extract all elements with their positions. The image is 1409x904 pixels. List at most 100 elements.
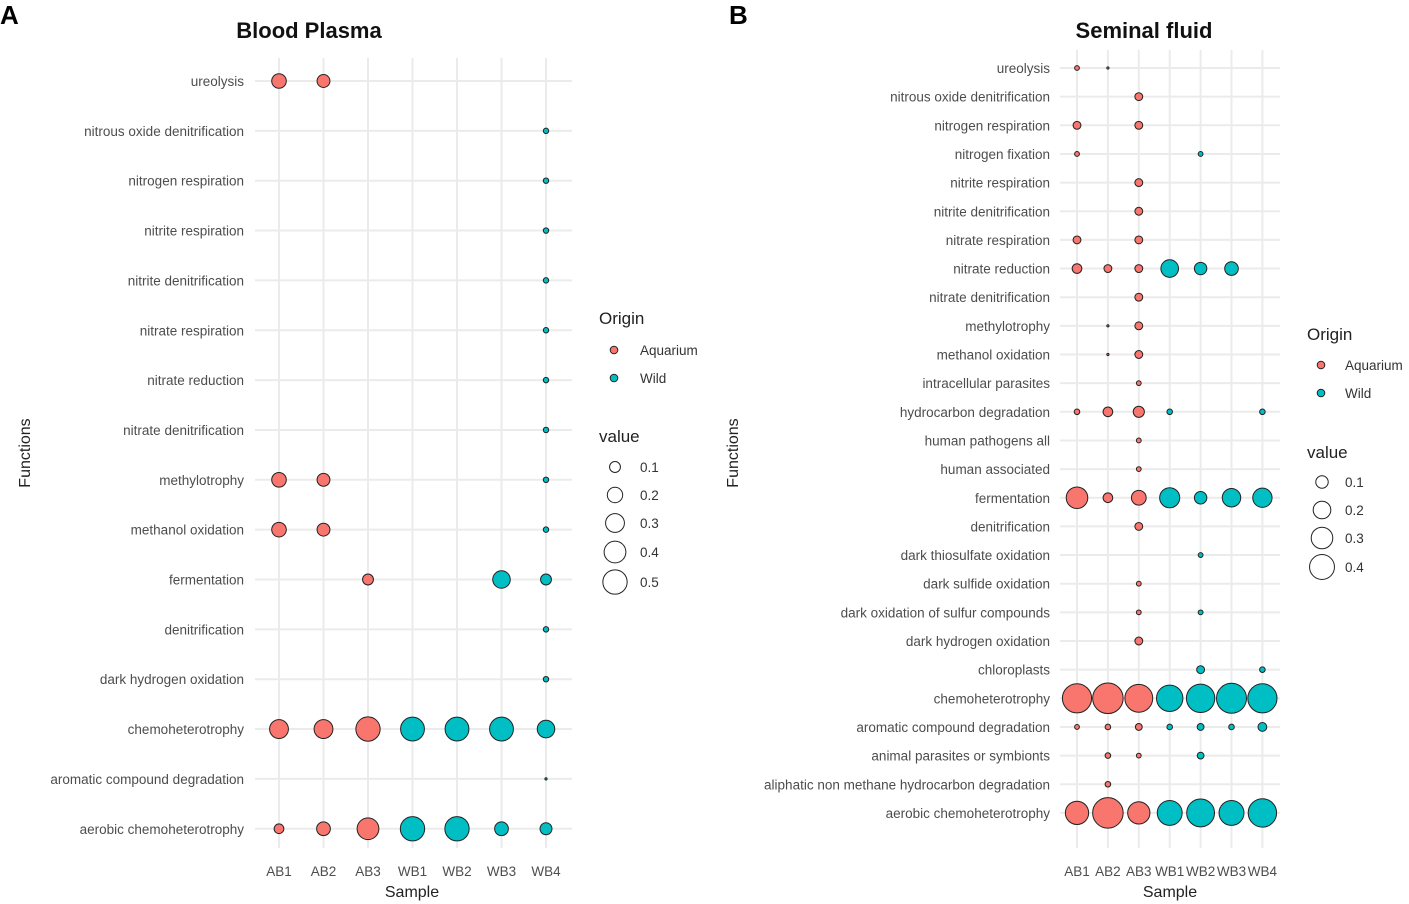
bubble-wb4-aerobic-chemoheterotrophy	[539, 822, 553, 836]
y-tick-label: methylotrophy	[965, 319, 1050, 334]
bubble-ab3-nitrate-denitrification	[1134, 292, 1144, 302]
legend-origin-label: Wild	[1345, 386, 1371, 401]
y-tick-label: ureolysis	[997, 61, 1051, 76]
bubbles-b	[1061, 65, 1278, 829]
bubble-wb1-aerobic-chemoheterotrophy	[1156, 799, 1183, 826]
y-tick-label: human associated	[940, 462, 1050, 477]
bubble-ab2-methylotrophy	[316, 472, 331, 487]
y-tick-label: nitrate denitrification	[929, 290, 1050, 305]
bubble-ab1-nitrate-respiration	[1072, 235, 1082, 245]
panel-label-a: A	[0, 0, 19, 30]
legend-origin-label: Wild	[640, 371, 666, 386]
bubble-wb2-aerobic-chemoheterotrophy	[444, 816, 470, 842]
bubble-wb1-hydrocarbon-degradation	[1166, 408, 1173, 416]
y-tick-label: dark oxidation of sulfur compounds	[841, 605, 1051, 620]
bubble-wb3-nitrate-reduction	[1224, 261, 1239, 276]
bubble-ab3-intracellular-parasites	[1135, 380, 1142, 387]
legend-size-circle	[1310, 526, 1334, 550]
bubble-ab2-methanol-oxidation	[316, 522, 331, 537]
bubble-ab2-aerobic-chemoheterotrophy	[316, 821, 331, 837]
legend-b: Origin Aquarium Wild value 0.1 0.2 0.3 0.4	[1307, 325, 1403, 580]
bubble-wb4-nitrite-respiration	[542, 227, 550, 234]
chart-panel-a: A Blood Plasma ureolysis nitrous oxide deni…	[0, 0, 698, 901]
y-axis-title-b: Functions	[725, 418, 742, 487]
bubble-wb1-aerobic-chemoheterotrophy	[399, 816, 426, 842]
bubble-wb2-dark-oxidation-of-sulfur-compounds	[1197, 609, 1204, 616]
y-tick-label: dark hydrogen oxidation	[100, 672, 244, 687]
y-tick-label: nitrogen fixation	[955, 147, 1050, 162]
bubble-wb2-chloroplasts	[1196, 665, 1206, 675]
legend-size-label: 0.3	[1345, 531, 1364, 546]
bubble-wb4-nitrate-reduction	[542, 376, 550, 384]
x-tick-label: AB3	[1126, 864, 1152, 879]
bubble-wb4-denitrification	[542, 626, 550, 633]
y-tick-label: fermentation	[169, 573, 244, 588]
bubble-wb3-fermentation	[1221, 488, 1242, 508]
legend-size-label: 0.5	[640, 575, 659, 590]
x-tick-label: WB4	[531, 864, 561, 879]
bubble-ab2-methanol-oxidation	[1106, 352, 1110, 357]
bubble-ab3-denitrification	[1134, 521, 1144, 531]
bubble-ab1-fermentation	[1065, 486, 1089, 510]
bubble-wb3-chemoheterotrophy	[1216, 682, 1247, 714]
bubble-ab3-fermentation	[362, 573, 374, 586]
legend-size-label: 0.3	[640, 516, 659, 531]
bubble-wb3-chemoheterotrophy	[489, 716, 514, 742]
y-tick-label: nitrite respiration	[950, 176, 1050, 191]
y-tick-label: nitrate respiration	[140, 323, 244, 338]
bubble-ab3-fermentation	[1130, 489, 1147, 506]
bubble-wb2-chemoheterotrophy	[444, 716, 470, 742]
bubble-ab3-dark-oxidation-of-sulfur-compounds	[1135, 609, 1142, 616]
y-tick-label: aliphatic non methane hydrocarbon degrad…	[764, 777, 1050, 792]
y-tick-label: methanol oxidation	[131, 523, 244, 538]
legend-origin-label: Aquarium	[1345, 358, 1403, 373]
bubble-ab1-aerobic-chemoheterotrophy	[273, 823, 285, 835]
x-tick-label: WB3	[487, 864, 516, 879]
legend-size-label: 0.4	[640, 545, 659, 560]
y-tick-label: nitrogen respiration	[128, 174, 244, 189]
legend-origin-title: Origin	[1307, 325, 1352, 344]
bubble-ab3-nitrite-denitrification	[1134, 206, 1144, 216]
y-tick-label: nitrate respiration	[946, 233, 1050, 248]
x-tick-label: AB3	[355, 864, 381, 879]
y-tick-label: animal parasites or symbionts	[871, 749, 1050, 764]
legend-origin-swatch	[609, 345, 619, 355]
legend-origin-title: Origin	[599, 309, 644, 328]
y-tick-label: nitrite respiration	[144, 224, 244, 239]
bubble-ab2-chemoheterotrophy	[313, 719, 334, 739]
y-tick-label: nitrite denitrification	[128, 273, 244, 288]
bubble-ab2-animal-parasites-or-symbionts	[1104, 752, 1112, 759]
chart-panel-b: B Seminal fluid ureolysis nitrous oxide den…	[725, 0, 1403, 901]
bubble-ab3-methylotrophy	[1134, 321, 1144, 331]
bubble-wb4-chemoheterotrophy	[536, 719, 556, 739]
bubble-ab3-dark-hydrogen-oxidation	[1134, 636, 1144, 646]
bubble-wb3-aerobic-chemoheterotrophy	[494, 821, 509, 837]
bubble-ab2-methylotrophy	[1106, 324, 1110, 328]
legend-size-label: 0.4	[1345, 560, 1364, 575]
y-tick-label: denitrification	[164, 622, 244, 637]
y-tick-label: aromatic compound degradation	[50, 772, 244, 787]
chart-title-b: Seminal fluid	[1076, 18, 1213, 43]
bubble-ab1-ureolysis	[271, 73, 287, 89]
bubble-wb4-nitrate-respiration	[542, 327, 550, 334]
y-tick-label: aerobic chemoheterotrophy	[886, 806, 1051, 821]
legend-size-label: 0.2	[640, 488, 659, 503]
bubble-ab2-chemoheterotrophy	[1092, 682, 1124, 715]
legend-size-label: 0.2	[1345, 503, 1364, 518]
y-tick-label: nitrate reduction	[953, 262, 1050, 277]
y-tick-label: denitrification	[970, 519, 1050, 534]
legend-size-circle	[606, 486, 624, 504]
bubble-ab3-nitrite-respiration	[1134, 178, 1144, 188]
x-tick-label: WB1	[1155, 864, 1184, 879]
x-tick-label: WB3	[1217, 864, 1246, 879]
x-tick-label: WB2	[1186, 864, 1215, 879]
x-tick-label: AB1	[1064, 864, 1090, 879]
legend-size-circle	[1315, 475, 1329, 489]
bubble-ab2-aerobic-chemoheterotrophy	[1092, 797, 1124, 829]
bubble-wb2-aerobic-chemoheterotrophy	[1186, 798, 1216, 828]
y-tick-label: aerobic chemoheterotrophy	[80, 822, 245, 837]
bubble-ab1-nitrogen-respiration	[1072, 120, 1082, 130]
bubble-ab1-ureolysis	[1074, 65, 1080, 71]
